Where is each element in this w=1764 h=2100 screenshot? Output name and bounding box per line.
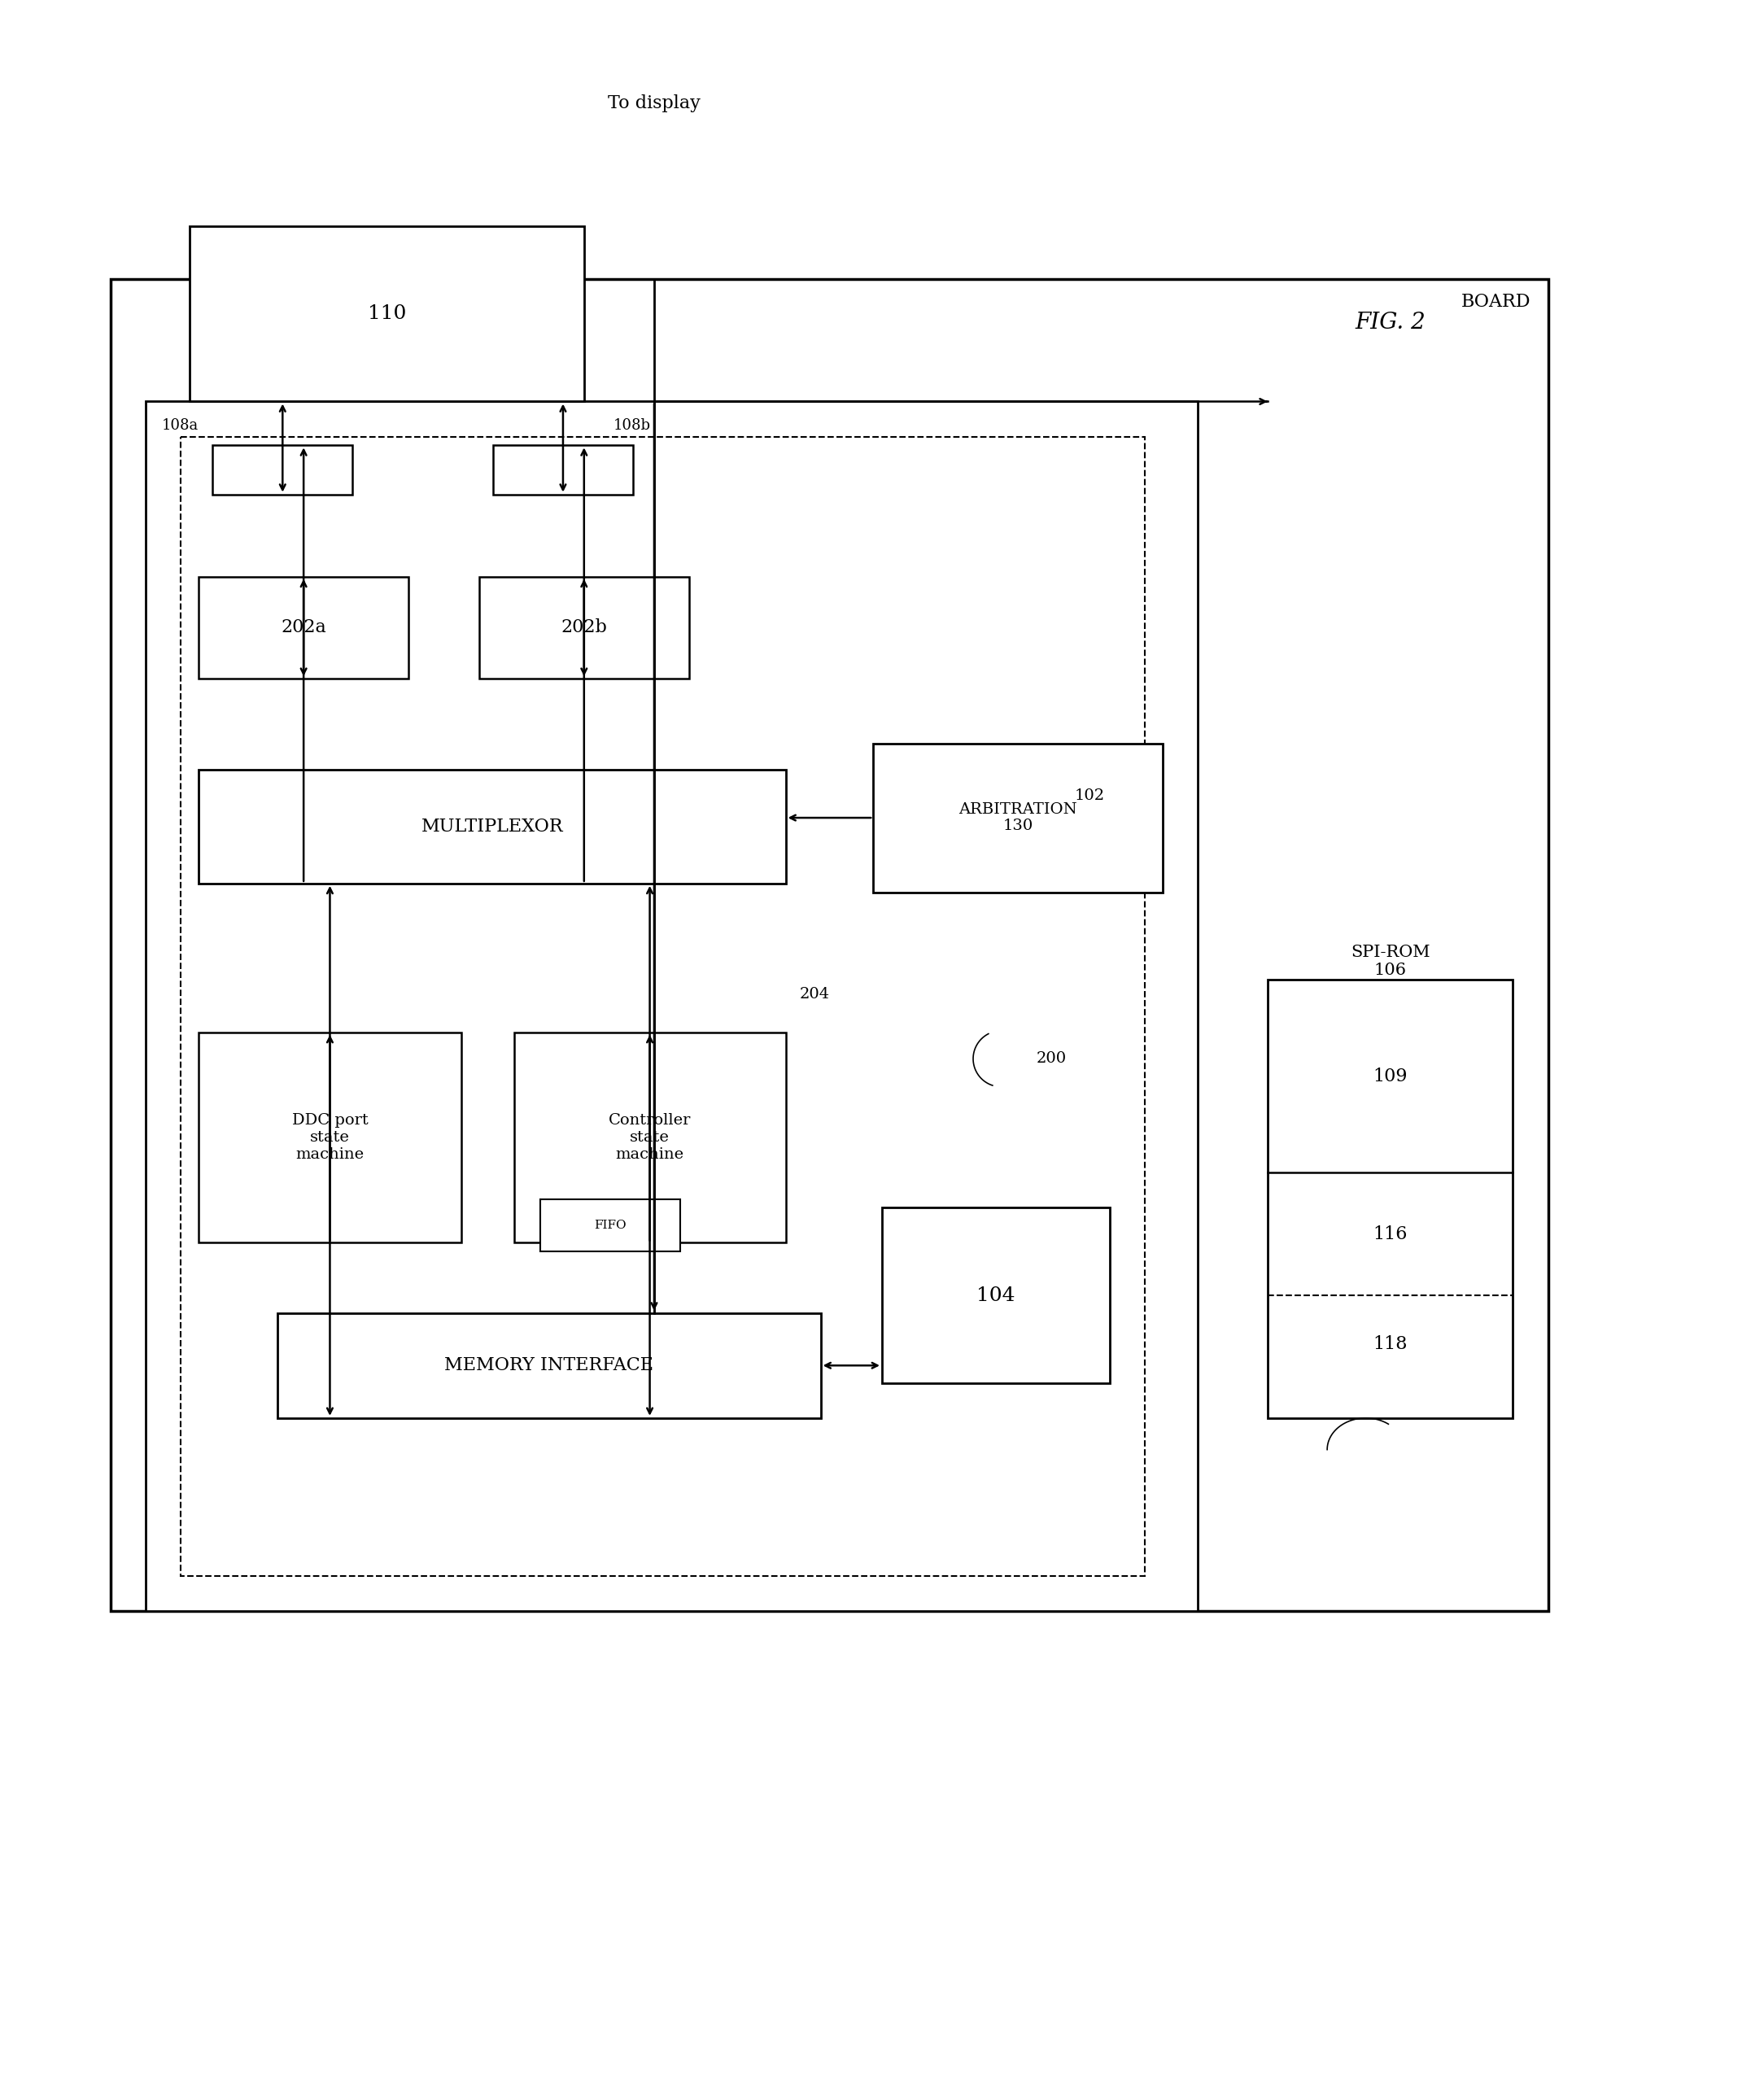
Bar [212, 445, 353, 494]
Text: 202b: 202b [561, 620, 607, 636]
Text: MEMORY INTERFACE: MEMORY INTERFACE [445, 1357, 653, 1373]
Text: 108a: 108a [162, 418, 198, 433]
Text: 108b: 108b [614, 418, 651, 433]
Bar [191, 227, 584, 401]
Text: BOARD: BOARD [1461, 292, 1531, 311]
Bar [478, 578, 690, 678]
Text: 110: 110 [367, 304, 406, 323]
Text: 204: 204 [799, 987, 829, 1002]
Text: To display: To display [609, 94, 700, 111]
Bar [146, 401, 1198, 1611]
Text: Controller
state
machine: Controller state machine [609, 1113, 691, 1161]
Text: ARBITRATION
130: ARBITRATION 130 [958, 802, 1078, 834]
Bar [198, 1033, 462, 1243]
Text: FIG. 2: FIG. 2 [1355, 311, 1425, 334]
Bar [873, 743, 1162, 892]
Text: 102: 102 [1074, 788, 1104, 802]
Bar [540, 1199, 681, 1252]
Text: SPI-ROM
106: SPI-ROM 106 [1351, 945, 1431, 979]
Bar [111, 279, 1549, 1611]
Bar [182, 437, 1145, 1575]
Bar [198, 578, 409, 678]
Bar [492, 445, 633, 494]
Text: 109: 109 [1372, 1067, 1408, 1086]
Bar [277, 1312, 820, 1418]
Text: FIFO: FIFO [594, 1220, 626, 1231]
Text: 104: 104 [977, 1285, 1016, 1304]
Text: 200: 200 [1035, 1052, 1067, 1067]
Bar [882, 1207, 1110, 1384]
Text: 116: 116 [1372, 1224, 1408, 1243]
Text: 202a: 202a [280, 620, 326, 636]
Text: DDC port
state
machine: DDC port state machine [291, 1113, 369, 1161]
Bar [513, 1033, 785, 1243]
Text: MULTIPLEXOR: MULTIPLEXOR [422, 817, 563, 836]
Bar [1268, 981, 1514, 1418]
Text: 118: 118 [1372, 1336, 1408, 1352]
Bar [198, 769, 785, 884]
